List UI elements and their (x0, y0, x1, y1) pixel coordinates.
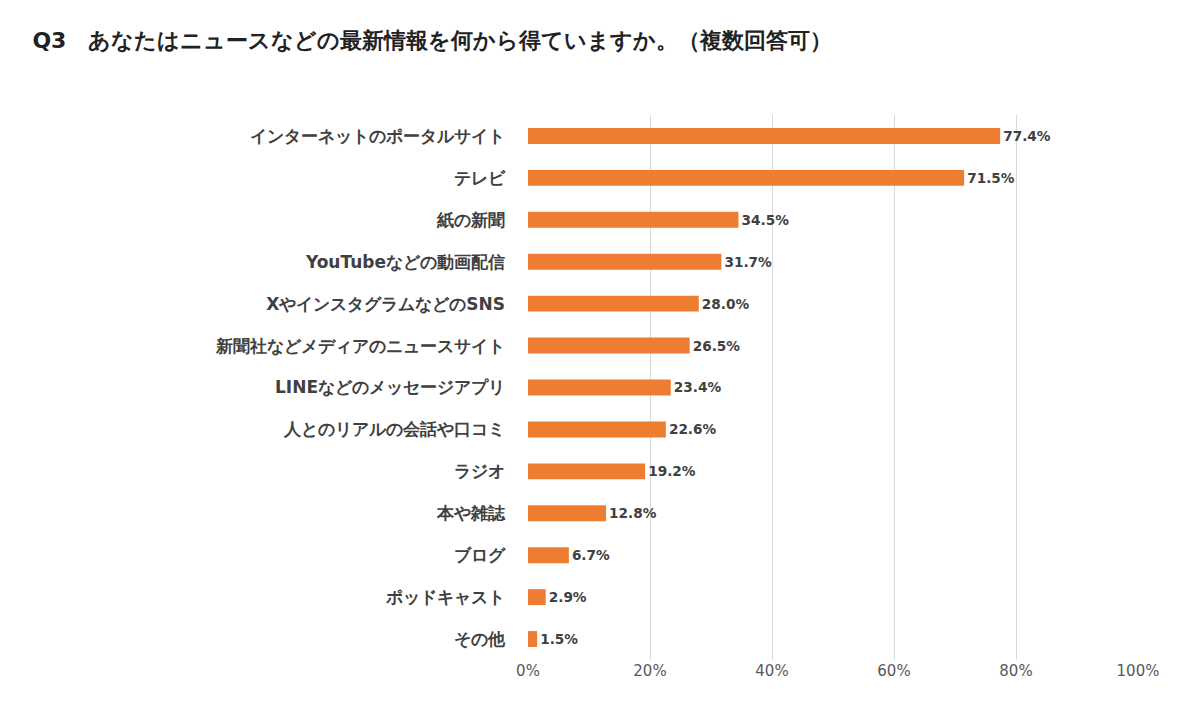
svg-text:テレビ: テレビ (454, 168, 506, 188)
svg-text:60%: 60% (877, 662, 910, 680)
svg-text:XやインスタグラムなどのSNS: XやインスタグラムなどのSNS (266, 294, 505, 314)
svg-text:6.7%: 6.7% (572, 547, 610, 563)
svg-text:19.2%: 19.2% (648, 463, 696, 479)
svg-text:20%: 20% (633, 662, 666, 680)
svg-text:インターネットのポータルサイト: インターネットのポータルサイト (250, 126, 505, 146)
svg-text:1.5%: 1.5% (540, 631, 578, 647)
svg-text:Q3 あなたはニュースなどの最新情報を何から得ていますか。（: Q3 あなたはニュースなどの最新情報を何から得ていますか。（複数回答可） (32, 28, 832, 53)
svg-text:31.7%: 31.7% (724, 254, 772, 270)
svg-text:YouTubeなどの動画配信: YouTubeなどの動画配信 (305, 252, 505, 272)
svg-text:ポッドキャスト: ポッドキャスト (385, 587, 505, 607)
svg-text:紙の新聞: 紙の新聞 (436, 210, 505, 230)
svg-text:34.5%: 34.5% (741, 212, 789, 228)
svg-text:ブログ: ブログ (454, 545, 506, 565)
svg-text:12.8%: 12.8% (609, 505, 657, 521)
svg-text:28.0%: 28.0% (702, 296, 750, 312)
svg-text:100%: 100% (1117, 662, 1160, 680)
svg-text:ラジオ: ラジオ (454, 461, 505, 481)
svg-text:新聞社などメディアのニュースサイト: 新聞社などメディアのニュースサイト (215, 336, 505, 356)
svg-text:0%: 0% (516, 662, 540, 680)
svg-text:人とのリアルの会話や口コミ: 人とのリアルの会話や口コミ (283, 419, 505, 439)
svg-text:71.5%: 71.5% (967, 170, 1015, 186)
svg-text:2.9%: 2.9% (549, 589, 587, 605)
svg-text:本や雑誌: 本や雑誌 (436, 503, 506, 523)
svg-text:26.5%: 26.5% (693, 338, 741, 354)
svg-text:LINEなどのメッセージアプリ: LINEなどのメッセージアプリ (275, 377, 505, 397)
svg-text:23.4%: 23.4% (674, 379, 722, 395)
svg-text:その他: その他 (454, 629, 506, 649)
svg-text:80%: 80% (999, 662, 1032, 680)
svg-text:77.4%: 77.4% (1003, 128, 1051, 144)
svg-text:22.6%: 22.6% (669, 421, 717, 437)
svg-text:40%: 40% (755, 662, 788, 680)
